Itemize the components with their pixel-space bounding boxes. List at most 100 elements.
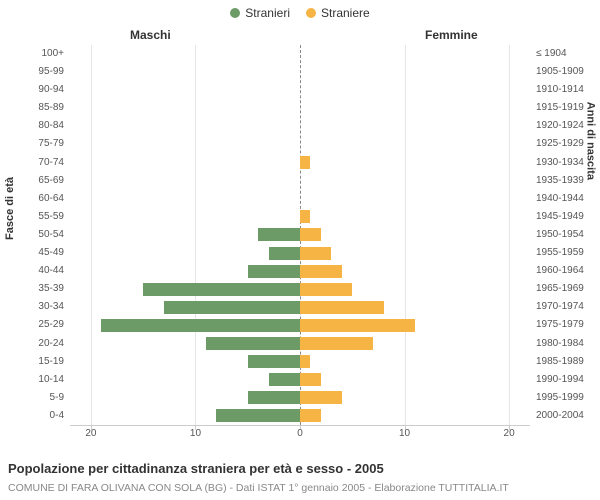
y-axis-left-title: Fasce di età bbox=[4, 177, 16, 240]
female-bar bbox=[300, 301, 384, 314]
male-bar bbox=[269, 373, 300, 386]
legend-dot-icon bbox=[230, 8, 240, 18]
age-label: 65-69 bbox=[38, 172, 70, 190]
legend-item: Straniere bbox=[306, 6, 370, 20]
age-label: 50-54 bbox=[38, 226, 70, 244]
age-row: 40-441960-1964 bbox=[70, 262, 530, 280]
age-row: 65-691935-1939 bbox=[70, 172, 530, 190]
age-label: 25-29 bbox=[38, 316, 70, 334]
birth-year-label: 1975-1979 bbox=[530, 316, 584, 334]
age-label: 30-34 bbox=[38, 298, 70, 316]
age-row: 100+≤ 1904 bbox=[70, 45, 530, 63]
birth-year-label: 1965-1969 bbox=[530, 280, 584, 298]
birth-year-label: 1910-1914 bbox=[530, 81, 584, 99]
birth-year-label: ≤ 1904 bbox=[530, 45, 567, 63]
age-row: 35-391965-1969 bbox=[70, 280, 530, 298]
age-label: 5-9 bbox=[50, 389, 70, 407]
age-label: 85-89 bbox=[38, 99, 70, 117]
plot-area: 100+≤ 190495-991905-190990-941910-191485… bbox=[70, 45, 530, 440]
female-bar bbox=[300, 409, 321, 422]
birth-year-label: 1955-1959 bbox=[530, 244, 584, 262]
birth-year-label: 1930-1934 bbox=[530, 154, 584, 172]
legend-label: Straniere bbox=[321, 6, 370, 20]
age-row: 25-291975-1979 bbox=[70, 316, 530, 334]
x-tick-label: 20 bbox=[85, 428, 96, 439]
male-side-title: Maschi bbox=[130, 28, 171, 42]
age-label: 90-94 bbox=[38, 81, 70, 99]
age-row: 20-241980-1984 bbox=[70, 335, 530, 353]
female-bar bbox=[300, 265, 342, 278]
female-bar bbox=[300, 210, 310, 223]
age-label: 20-24 bbox=[38, 335, 70, 353]
birth-year-label: 1990-1994 bbox=[530, 371, 584, 389]
male-bar bbox=[248, 391, 300, 404]
female-bar bbox=[300, 337, 373, 350]
birth-year-label: 1985-1989 bbox=[530, 353, 584, 371]
male-bar bbox=[248, 265, 300, 278]
female-bar bbox=[300, 156, 310, 169]
x-tick-label: 20 bbox=[504, 428, 515, 439]
age-label: 15-19 bbox=[38, 353, 70, 371]
birth-year-label: 1950-1954 bbox=[530, 226, 584, 244]
male-bar bbox=[206, 337, 300, 350]
birth-year-label: 1995-1999 bbox=[530, 389, 584, 407]
x-tick-label: 10 bbox=[190, 428, 201, 439]
y-axis-right-title: Anni di nascita bbox=[584, 102, 596, 180]
age-label: 75-79 bbox=[38, 135, 70, 153]
birth-year-label: 1920-1924 bbox=[530, 117, 584, 135]
age-row: 0-42000-2004 bbox=[70, 407, 530, 425]
age-label: 95-99 bbox=[38, 63, 70, 81]
birth-year-label: 1945-1949 bbox=[530, 208, 584, 226]
birth-year-label: 1905-1909 bbox=[530, 63, 584, 81]
x-axis-ticks: 20 10 0 10 20 bbox=[70, 428, 530, 442]
female-bar bbox=[300, 355, 310, 368]
age-label: 0-4 bbox=[50, 407, 70, 425]
age-label: 80-84 bbox=[38, 117, 70, 135]
birth-year-label: 1915-1919 bbox=[530, 99, 584, 117]
female-bar bbox=[300, 283, 352, 296]
birth-year-label: 1960-1964 bbox=[530, 262, 584, 280]
age-row: 5-91995-1999 bbox=[70, 389, 530, 407]
birth-year-label: 1935-1939 bbox=[530, 172, 584, 190]
male-bar bbox=[258, 228, 300, 241]
age-row: 30-341970-1974 bbox=[70, 298, 530, 316]
age-row: 60-641940-1944 bbox=[70, 190, 530, 208]
age-row: 90-941910-1914 bbox=[70, 81, 530, 99]
age-row: 85-891915-1919 bbox=[70, 99, 530, 117]
birth-year-label: 2000-2004 bbox=[530, 407, 584, 425]
birth-year-label: 1970-1974 bbox=[530, 298, 584, 316]
male-bar bbox=[216, 409, 300, 422]
female-bar bbox=[300, 391, 342, 404]
chart-subtitle: COMUNE DI FARA OLIVANA CON SOLA (BG) - D… bbox=[8, 482, 509, 494]
female-bar bbox=[300, 319, 415, 332]
x-tick-label: 0 bbox=[297, 428, 303, 439]
female-side-title: Femmine bbox=[425, 28, 478, 42]
male-bar bbox=[248, 355, 300, 368]
male-bar bbox=[164, 301, 300, 314]
male-bar bbox=[269, 247, 300, 260]
legend: Stranieri Straniere bbox=[0, 6, 600, 21]
legend-dot-icon bbox=[306, 8, 316, 18]
birth-year-label: 1980-1984 bbox=[530, 335, 584, 353]
female-bar bbox=[300, 373, 321, 386]
birth-year-label: 1925-1929 bbox=[530, 135, 584, 153]
age-label: 45-49 bbox=[38, 244, 70, 262]
chart-title: Popolazione per cittadinanza straniera p… bbox=[8, 461, 384, 476]
age-label: 55-59 bbox=[38, 208, 70, 226]
birth-year-label: 1940-1944 bbox=[530, 190, 584, 208]
female-bar bbox=[300, 228, 321, 241]
bar-rows: 100+≤ 190495-991905-190990-941910-191485… bbox=[70, 45, 530, 425]
age-row: 50-541950-1954 bbox=[70, 226, 530, 244]
age-label: 60-64 bbox=[38, 190, 70, 208]
age-label: 35-39 bbox=[38, 280, 70, 298]
age-row: 55-591945-1949 bbox=[70, 208, 530, 226]
age-row: 10-141990-1994 bbox=[70, 371, 530, 389]
x-tick-label: 10 bbox=[399, 428, 410, 439]
age-label: 10-14 bbox=[38, 371, 70, 389]
age-row: 70-741930-1934 bbox=[70, 154, 530, 172]
male-bar bbox=[101, 319, 300, 332]
age-label: 100+ bbox=[41, 45, 70, 63]
population-pyramid-chart: Stranieri Straniere Maschi Femmine Fasce … bbox=[0, 0, 600, 500]
age-row: 95-991905-1909 bbox=[70, 63, 530, 81]
legend-label: Stranieri bbox=[245, 6, 290, 20]
